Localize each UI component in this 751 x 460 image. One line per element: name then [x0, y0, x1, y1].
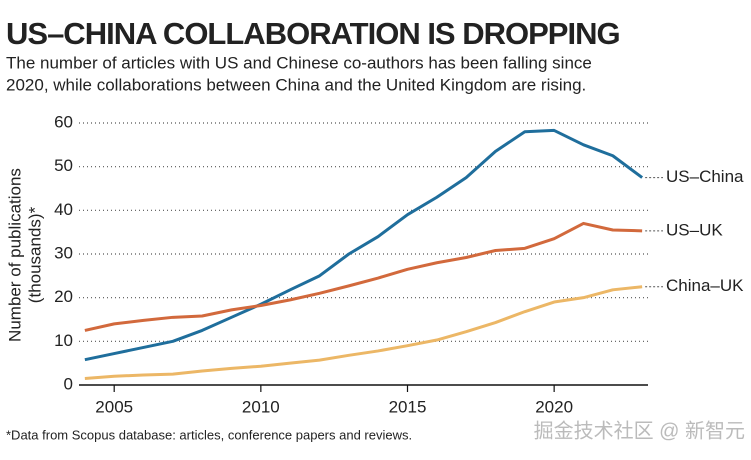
y-tick-label: 40 [54, 200, 73, 219]
y-tick-label: 30 [54, 243, 73, 262]
series-line [84, 285, 643, 380]
y-tick-label: 50 [54, 156, 73, 175]
subtitle: 2020, while collaborations between China… [6, 75, 586, 94]
series-label: US–UK [666, 220, 723, 239]
subtitle: The number of articles with US and Chine… [6, 53, 592, 72]
x-tick-label: 2020 [535, 397, 573, 416]
series-label: China–UK [666, 276, 744, 295]
x-tick-label: 2010 [242, 397, 280, 416]
y-tick-label: 60 [54, 112, 73, 131]
y-tick-label: 0 [64, 374, 73, 393]
footnote: *Data from Scopus database: articles, co… [6, 427, 412, 442]
y-axis-label: (thousands)* [25, 206, 44, 303]
y-tick-label: 20 [54, 287, 73, 306]
series-line [84, 128, 644, 362]
x-tick-label: 2005 [95, 397, 133, 416]
series-line [84, 221, 643, 332]
y-tick-label: 10 [54, 331, 73, 350]
x-tick-label: 2015 [389, 397, 427, 416]
watermark: 掘金技术社区 @ 新智元 [534, 419, 745, 442]
chart-title: US–CHINA COLLABORATION IS DROPPING [6, 16, 620, 51]
y-axis-label: Number of publications [5, 168, 24, 342]
series-label: US–China [666, 167, 744, 186]
